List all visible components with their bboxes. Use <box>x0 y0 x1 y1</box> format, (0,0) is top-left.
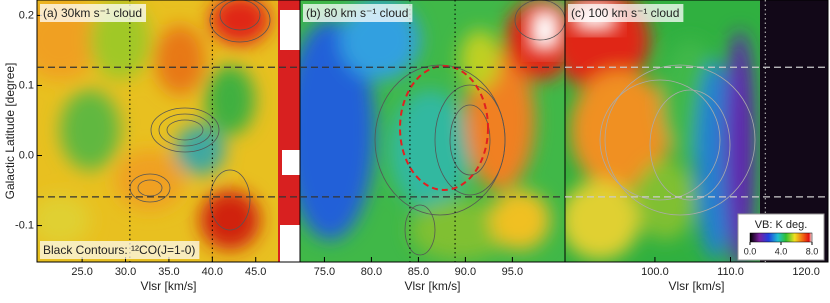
panel-title: (a) 30km s⁻¹ cloud <box>43 6 142 20</box>
y-tick-label: -0.1 <box>15 219 34 231</box>
x-tick-label: 40.0 <box>202 266 223 278</box>
x-tick-label: 85.0 <box>408 266 429 278</box>
heatmap-c <box>565 0 828 262</box>
colorbar-title: VB: K deg. <box>755 219 808 231</box>
title-box <box>303 4 413 22</box>
colorbar-tick-label: 4.0 <box>775 246 788 256</box>
colorbar-tick-label: 8.0 <box>806 246 819 256</box>
overlay: 25.0 30.0 35.0 40.0 45.0 0.2 0.1 0.0 -0.1 Vlsr [k… <box>3 0 828 293</box>
x-tick-label: 75.0 <box>314 266 335 278</box>
y-axis-label: Galactic Latitude [degree] <box>3 63 17 200</box>
y-tick-label: 0.2 <box>19 9 34 21</box>
x-tick-label: 45.0 <box>245 266 266 278</box>
x-tick-label: 110.0 <box>717 266 744 278</box>
colorbar <box>749 232 813 243</box>
x-tick-label: 95.0 <box>502 266 523 278</box>
annotation: Black Contours: ¹²CO(J=1-0) <box>43 243 195 257</box>
panel-title: (c) 100 km s⁻¹ cloud <box>571 6 679 20</box>
x-tick-label: 100.0 <box>641 266 669 278</box>
x-axis-label: Vlsr [km/s] <box>669 279 725 293</box>
x-tick-label: 80.0 <box>361 266 382 278</box>
x-tick-label: 25.0 <box>71 266 92 278</box>
colorbar-tick-label: 0.0 <box>744 246 757 256</box>
heatmap-b <box>300 0 565 262</box>
x-tick-label: 90.0 <box>455 266 476 278</box>
annotation-box <box>40 241 200 259</box>
x-tick-label: 35.0 <box>158 266 179 278</box>
title-box <box>568 4 684 22</box>
heatmap-a <box>37 0 300 262</box>
panel-title: (b) 80 km s⁻¹ cloud <box>306 6 408 20</box>
x-tick-label: 120.0 <box>792 266 820 278</box>
x-tick-label: 30.0 <box>115 266 136 278</box>
y-tick-label: 0.0 <box>19 149 34 161</box>
title-box <box>40 4 147 22</box>
x-axis-label: Vlsr [km/s] <box>405 279 461 293</box>
x-axis-label: Vlsr [km/s] <box>141 279 197 293</box>
y-tick-label: 0.1 <box>19 79 34 91</box>
